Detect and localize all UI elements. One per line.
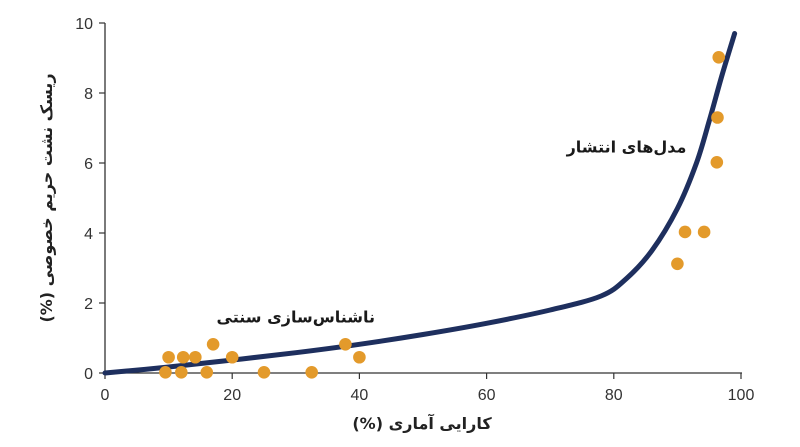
x-tick-label: 20 — [223, 387, 241, 404]
data-point — [353, 350, 366, 364]
y-tick-label: 4 — [84, 226, 93, 243]
data-point — [200, 366, 214, 379]
data-point — [206, 338, 220, 351]
data-point — [678, 225, 692, 239]
data-point — [257, 366, 271, 379]
y-axis-ticks: 0 2 4 6 8 10 — [75, 16, 105, 383]
data-point — [162, 350, 175, 364]
data-point — [175, 366, 188, 379]
y-axis-label: ریسک نشت حریم خصوصی (%) — [37, 73, 56, 322]
curve-layer — [102, 31, 738, 376]
trend-curve — [102, 31, 738, 376]
data-point — [339, 338, 352, 351]
y-tick-label: 0 — [84, 366, 93, 383]
x-tick-label: 40 — [351, 387, 369, 404]
points-layer — [159, 51, 726, 379]
annotation-label: مدل‌های انتشار — [566, 138, 687, 157]
x-axis-label: کارایی آماری (%) — [352, 413, 492, 433]
data-point — [189, 350, 202, 364]
data-point — [710, 156, 724, 169]
axes — [104, 23, 742, 374]
y-tick-label: 10 — [75, 16, 93, 33]
y-tick-label: 2 — [84, 296, 93, 313]
data-point — [712, 51, 726, 64]
data-point — [697, 225, 711, 239]
annotation-layer: مدل‌های انتشار ناشناس‌سازی سنتی — [217, 138, 687, 327]
x-tick-label: 100 — [728, 387, 755, 404]
x-tick-label: 60 — [478, 387, 496, 404]
x-tick-label: 0 — [101, 387, 110, 404]
y-tick-label: 8 — [84, 86, 93, 103]
y-tick-label: 6 — [84, 156, 93, 173]
data-point — [711, 111, 724, 124]
x-axis-ticks: 0 20 40 60 80 100 — [101, 373, 755, 404]
data-point — [176, 350, 190, 364]
data-point — [225, 350, 239, 364]
data-point — [305, 366, 319, 379]
annotation-label: ناشناس‌سازی سنتی — [217, 307, 376, 326]
data-point — [671, 257, 684, 271]
x-tick-label: 80 — [605, 387, 623, 404]
data-point — [159, 366, 172, 379]
